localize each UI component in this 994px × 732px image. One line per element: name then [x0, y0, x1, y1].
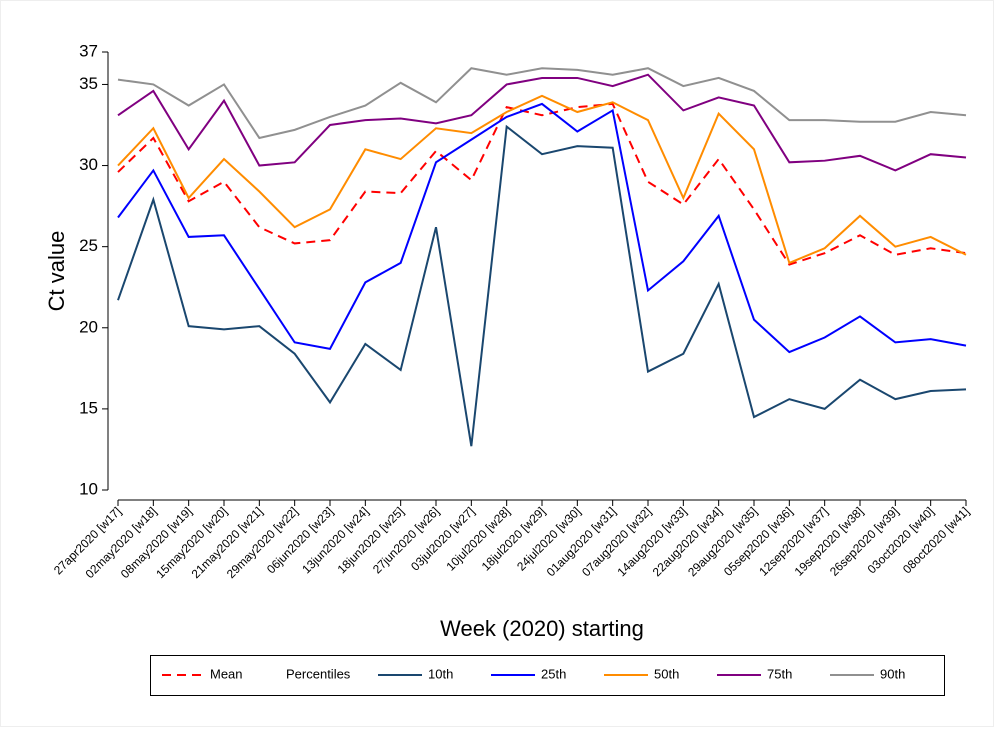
- y-tick-label: 37: [79, 41, 98, 60]
- y-tick-label: 35: [79, 74, 98, 93]
- series-line: [117, 102, 967, 354]
- series-line: [117, 73, 967, 172]
- legend-label: 50th: [654, 666, 679, 681]
- legend-label: 25th: [541, 666, 566, 681]
- y-tick-label: 15: [79, 398, 98, 417]
- legend-label: 75th: [767, 666, 792, 681]
- legend-box: [150, 655, 945, 696]
- series-line: [117, 102, 967, 266]
- y-tick-label: 20: [79, 317, 98, 336]
- legend-label: Mean: [210, 666, 243, 681]
- x-axis-label: Week (2020) starting: [440, 616, 644, 641]
- series-line: [117, 67, 967, 140]
- y-axis-label: Ct value: [44, 231, 69, 312]
- legend-group-label: Percentiles: [286, 666, 351, 681]
- legend-label: 90th: [880, 666, 905, 681]
- y-tick-label: 30: [79, 155, 98, 174]
- y-tick-label: 25: [79, 236, 98, 255]
- y-tick-label: 10: [79, 479, 98, 498]
- legend-label: 10th: [428, 666, 453, 681]
- series-line: [117, 124, 967, 447]
- series-line: [117, 94, 967, 265]
